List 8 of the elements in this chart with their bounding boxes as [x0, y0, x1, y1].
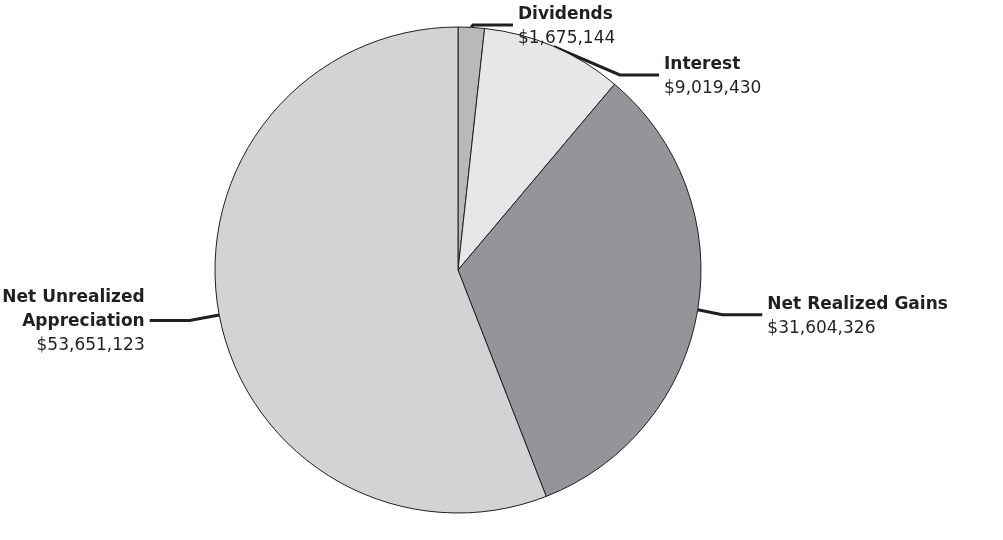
slice-label: Dividends	[517, 3, 613, 23]
data-label: $31,604,326	[767, 316, 876, 337]
slice-label: Net Unrealized Appreciation	[2, 286, 145, 331]
slice-label: Net Realized Gains	[767, 292, 948, 313]
data-label: $9,019,430	[664, 77, 762, 97]
slice-label: Interest	[664, 53, 741, 73]
data-label: $1,675,144	[517, 27, 616, 47]
data-label: $53,651,123	[36, 334, 145, 355]
